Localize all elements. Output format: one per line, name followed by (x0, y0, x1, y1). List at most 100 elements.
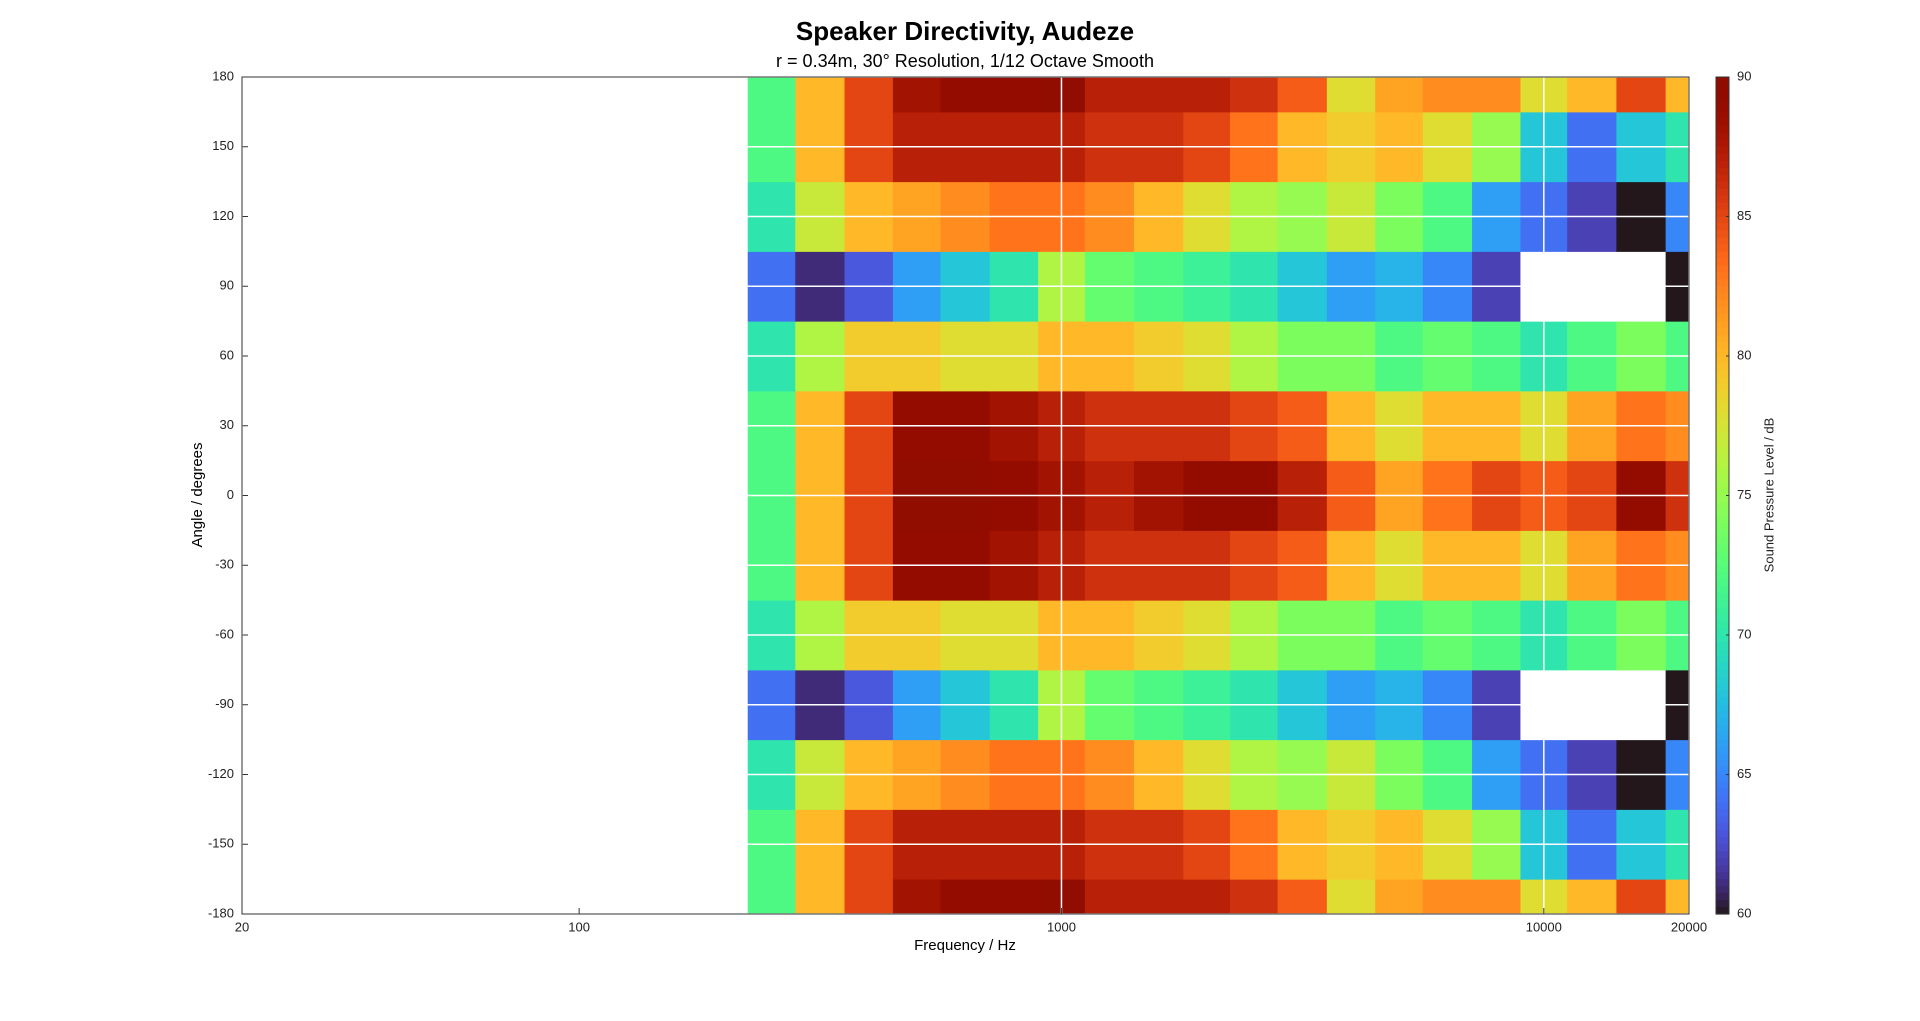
colorbar-swatch (1716, 328, 1729, 336)
contour-cell (892, 879, 941, 914)
colorbar-swatch (1716, 635, 1729, 643)
colorbar-swatch (1716, 411, 1729, 420)
colorbar-swatch (1716, 802, 1729, 810)
colorbar-swatch (1716, 872, 1729, 880)
colorbar-swatch (1716, 342, 1729, 350)
colorbar-swatch (1716, 467, 1729, 476)
colorbar-swatch (1716, 746, 1729, 755)
colorbar-swatch (1716, 307, 1729, 315)
colorbar-swatch (1716, 397, 1729, 406)
colorbar-swatch (1716, 614, 1729, 622)
colorbar-swatch (1716, 446, 1729, 455)
colorbar-swatch (1716, 893, 1729, 901)
colorbar-swatch (1716, 90, 1729, 99)
contour-cell (844, 77, 894, 113)
colorbar-swatch (1716, 572, 1729, 580)
colorbar-swatch (1716, 753, 1729, 762)
contour-cell (892, 77, 941, 113)
colorbar-swatch (1716, 97, 1729, 106)
y-tick-label: 60 (220, 347, 234, 362)
colorbar-swatch (1716, 258, 1729, 266)
contour-cell (1134, 77, 1184, 113)
y-tick-label: -150 (208, 836, 234, 851)
y-tick-label: -120 (208, 766, 234, 781)
y-tick-label: -30 (215, 557, 234, 572)
colorbar-swatch (1716, 879, 1729, 887)
colorbar-swatch (1716, 600, 1729, 608)
colorbar-swatch (1716, 676, 1729, 685)
colorbar-swatch (1716, 781, 1729, 790)
contour-cell (1616, 77, 1667, 113)
y-tick-label: 180 (212, 68, 234, 83)
colorbar-swatch (1716, 265, 1729, 273)
y-tick-label: 30 (220, 417, 234, 432)
colorbar-swatch (1716, 641, 1729, 650)
contour-cell (1472, 879, 1521, 914)
contour-cell (1326, 77, 1376, 113)
colorbar-swatch (1716, 286, 1729, 294)
colorbar-tick-label: 90 (1737, 68, 1751, 83)
contour-cell (724, 879, 749, 914)
colorbar-swatch (1716, 146, 1729, 155)
y-tick-label: 90 (220, 278, 234, 293)
colorbar-swatch (1716, 104, 1729, 113)
colorbar-swatch (1716, 300, 1729, 308)
x-axis-label: Frequency / Hz (914, 937, 1016, 954)
colorbar-swatch (1716, 593, 1729, 601)
contour-cell (1277, 879, 1328, 914)
x-tick-label: 20 (235, 919, 249, 934)
colorbar-swatch (1716, 865, 1729, 873)
colorbar-swatch (1716, 683, 1729, 692)
colorbar-swatch (1716, 167, 1729, 176)
x-tick-label: 100 (568, 919, 590, 934)
colorbar-swatch (1716, 718, 1729, 727)
x-tick-label: 20000 (1671, 919, 1707, 934)
colorbar-swatch (1716, 558, 1729, 566)
colorbar-swatch (1716, 293, 1729, 301)
colorbar-label: Sound Pressure Level / dB (1761, 418, 1776, 573)
colorbar-swatch (1716, 272, 1729, 280)
colorbar-swatch (1716, 900, 1729, 908)
colorbar-swatch (1716, 160, 1729, 169)
contour-cell (747, 77, 796, 113)
colorbar-swatch (1716, 362, 1729, 371)
colorbar-swatch (1716, 111, 1729, 120)
colorbar-swatch (1716, 844, 1729, 852)
colorbar-swatch (1716, 83, 1729, 92)
colorbar-swatch (1716, 669, 1729, 678)
colorbar-swatch (1716, 509, 1729, 518)
colorbar-swatch (1716, 118, 1729, 127)
contour-cell (724, 77, 749, 113)
colorbar-swatch (1716, 216, 1729, 225)
colorbar-swatch (1716, 607, 1729, 615)
colorbar-swatch (1716, 774, 1729, 783)
contour-cell (1084, 879, 1135, 914)
colorbar-swatch (1716, 139, 1729, 148)
colorbar-swatch (1716, 788, 1729, 797)
colorbar-swatch (1716, 369, 1729, 378)
y-tick-label: 120 (212, 208, 234, 223)
colorbar-swatch (1716, 851, 1729, 859)
contour-cell (1616, 879, 1667, 914)
colorbar-swatch (1716, 376, 1729, 385)
colorbar-swatch (1716, 188, 1729, 197)
contour-cell (1472, 77, 1521, 113)
y-tick-label: -60 (215, 626, 234, 641)
colorbar-swatch (1716, 132, 1729, 141)
colorbar-swatch (1716, 886, 1729, 894)
colorbar-swatch (1716, 544, 1729, 552)
colorbar-swatch (1716, 279, 1729, 287)
colorbar-swatch (1716, 823, 1729, 831)
colorbar-swatch (1716, 648, 1729, 657)
colorbar-swatch (1716, 195, 1729, 204)
colorbar-swatch (1716, 335, 1729, 343)
colorbar-swatch (1716, 209, 1729, 218)
x-tick-label: 1000 (1047, 919, 1076, 934)
colorbar-swatch (1716, 621, 1729, 629)
colorbar-swatch (1716, 404, 1729, 413)
contour-cell (795, 77, 846, 113)
colorbar-swatch (1716, 314, 1729, 322)
colorbar-swatch (1716, 425, 1729, 434)
contour-cell (747, 879, 796, 914)
colorbar-swatch (1716, 237, 1729, 245)
